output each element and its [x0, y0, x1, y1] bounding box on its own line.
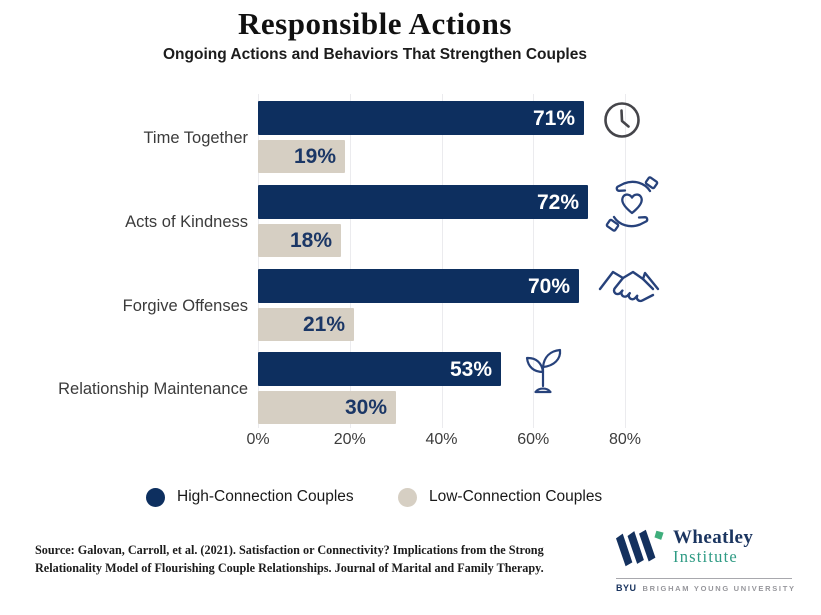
source-line: Relationality Model of Flourishing Coupl… [35, 561, 544, 575]
legend: High-Connection Couples Low-Connection C… [0, 486, 821, 508]
clock-icon [600, 98, 644, 147]
x-axis-tick-label: 40% [425, 431, 458, 448]
x-axis-tick-label: 60% [517, 431, 550, 448]
bar-value-label: 19% [293, 145, 336, 168]
bar-value-label: 70% [527, 274, 570, 298]
byu-university-text: BRIGHAM YOUNG UNIVERSITY [642, 584, 796, 593]
source-citation: Source: Galovan, Carroll, et al. (2021).… [35, 541, 595, 577]
page-title: Responsible Actions [238, 6, 512, 41]
category-label: Forgive Offenses [122, 297, 248, 315]
gridline [349, 94, 351, 428]
bar-value-label: 21% [302, 313, 345, 336]
logo-name-line1: Wheatley [673, 527, 754, 548]
bar-low-connection: 21% [258, 308, 354, 341]
legend-label: High-Connection Couples [177, 488, 354, 505]
bar-value-label: 71% [532, 106, 575, 130]
page-subtitle: Ongoing Actions and Behaviors That Stren… [163, 46, 587, 63]
sprout-icon [517, 346, 571, 401]
legend-item-low-connection: Low-Connection Couples [398, 486, 602, 508]
handshake-icon [595, 263, 663, 318]
gridline [441, 94, 443, 428]
hands-heart-icon [604, 174, 660, 239]
bar-value-label: 72% [536, 190, 579, 214]
source-line: Source: Galovan, Carroll, et al. (2021).… [35, 543, 544, 557]
gridline [258, 94, 259, 428]
bar-high-connection: 70% [258, 269, 579, 303]
wheatley-institute-logo: Wheatley Institute BYU BRIGHAM YOUNG UNI… [616, 528, 796, 593]
legend-swatch-low [398, 487, 417, 507]
logo-divider [616, 578, 792, 579]
legend-item-high-connection: High-Connection Couples [146, 486, 354, 508]
category-label: Time Together [143, 129, 248, 147]
gridline [625, 94, 626, 428]
legend-swatch-high [146, 487, 165, 507]
category-label: Acts of Kindness [125, 213, 248, 231]
bar-low-connection: 30% [258, 391, 396, 424]
gridline [533, 94, 535, 428]
bar-high-connection: 53% [258, 352, 501, 386]
legend-label: Low-Connection Couples [429, 488, 603, 505]
wheatley-w-icon [616, 529, 666, 572]
bar-value-label: 30% [344, 396, 387, 419]
bar-value-label: 53% [449, 357, 492, 381]
logo-name-line2: Institute [673, 547, 738, 566]
bar-high-connection: 71% [258, 101, 584, 135]
byu-wordmark: BYU [616, 583, 637, 593]
bar-high-connection: 72% [258, 185, 588, 219]
x-axis-tick-label: 80% [608, 431, 642, 448]
x-axis-tick-label: 0% [246, 431, 270, 448]
bar-low-connection: 18% [258, 224, 341, 257]
category-label: Relationship Maintenance [58, 380, 248, 398]
x-axis-tick-label: 20% [333, 431, 366, 448]
bar-low-connection: 19% [258, 140, 345, 173]
bar-value-label: 18% [289, 229, 332, 252]
